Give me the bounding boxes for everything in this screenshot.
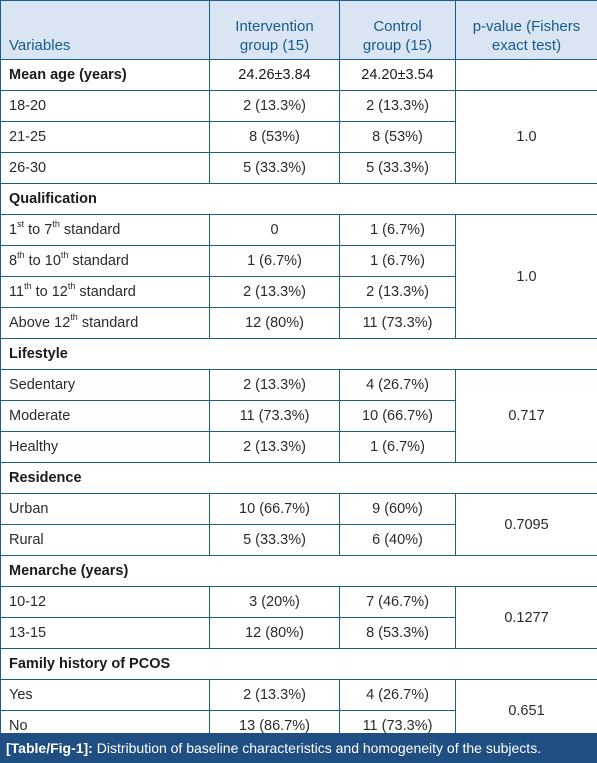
table-cell: 5 (33.3%)	[209, 524, 340, 556]
section-title: Mean age (years)	[0, 59, 210, 91]
table-cell: 7 (46.7%)	[339, 586, 456, 618]
section-title: Menarche (years)	[0, 555, 597, 587]
empty-cell	[455, 59, 597, 91]
table-cell: 1 (6.7%)	[209, 245, 340, 277]
row-label: 26-30	[0, 152, 210, 184]
table-cell: 2 (13.3%)	[209, 679, 340, 711]
table-cell: 3 (20%)	[209, 586, 340, 618]
header-variables: Variables	[0, 0, 210, 60]
table-cell: 12 (80%)	[209, 617, 340, 649]
table-cell: 0	[209, 214, 340, 246]
section-row: Mean age (years) 24.26±3.84 24.20±3.54	[0, 59, 597, 91]
table-cell: 2 (13.3%)	[339, 276, 456, 308]
section-title: Residence	[0, 462, 597, 494]
p-value-cell: 1.0	[455, 214, 597, 339]
row-label: Yes	[0, 679, 210, 711]
table-row: Yes 2 (13.3%) 4 (26.7%) 0.651	[0, 679, 597, 742]
table-cell: 2 (13.3%)	[209, 90, 340, 122]
table-cell: 11 (73.3%)	[339, 307, 456, 339]
row-label: Urban	[0, 493, 210, 525]
table-cell: 1 (6.7%)	[339, 431, 456, 463]
table-cell: 10 (66.7%)	[209, 493, 340, 525]
table-cell: 11 (73.3%)	[209, 400, 340, 432]
table-cell: 4 (26.7%)	[339, 369, 456, 401]
table-row: 10-12 3 (20%) 7 (46.7%) 0.1277	[0, 586, 597, 649]
table-cell: 5 (33.3%)	[339, 152, 456, 184]
p-value-cell: 0.717	[455, 369, 597, 463]
table-row: Moderate 11 (73.3%) 10 (66.7%)	[0, 400, 597, 432]
table-row: Urban 10 (66.7%) 9 (60%) 0.7095	[0, 493, 597, 556]
row-label: Healthy	[0, 431, 210, 463]
table-cell: 8 (53.3%)	[339, 617, 456, 649]
table-row: Rural 5 (33.3%) 6 (40%)	[0, 524, 597, 556]
table-cell: 1 (6.7%)	[339, 245, 456, 277]
table-row: 26-30 5 (33.3%) 5 (33.3%)	[0, 152, 597, 184]
p-value-cell: 1.0	[455, 90, 597, 184]
header-intervention: Intervention group (15)	[209, 0, 340, 60]
table-cell: 8 (53%)	[209, 121, 340, 153]
table-row: Sedentary 2 (13.3%) 4 (26.7%) 0.717	[0, 369, 597, 463]
table-row: 11th to 12th standard 2 (13.3%) 2 (13.3%…	[0, 276, 597, 308]
table-row: 1st to 7th standard 0 1 (6.7%) 1.0	[0, 214, 597, 339]
row-label: Moderate	[0, 400, 210, 432]
caption-text: Distribution of baseline characteristics…	[92, 740, 542, 756]
table-caption: [Table/Fig-1]: Distribution of baseline …	[0, 733, 597, 763]
section-row: Qualification	[0, 183, 597, 215]
table-cell: 2 (13.3%)	[209, 431, 340, 463]
table-row: Above 12th standard 12 (80%) 11 (73.3%)	[0, 307, 597, 339]
header-row: Variables Intervention group (15) Control…	[0, 0, 597, 60]
table-cell: 5 (33.3%)	[209, 152, 340, 184]
row-label: 21-25	[0, 121, 210, 153]
table-row: 8th to 10th standard 1 (6.7%) 1 (6.7%)	[0, 245, 597, 277]
table-cell: 1 (6.7%)	[339, 214, 456, 246]
p-value-cell: 0.651	[455, 679, 597, 742]
section-title: Qualification	[0, 183, 597, 215]
section-row: Menarche (years)	[0, 555, 597, 587]
table-cell: 24.20±3.54	[339, 59, 456, 91]
row-label: 18-20	[0, 90, 210, 122]
row-label: Above 12th standard	[0, 307, 210, 339]
table-cell: 12 (80%)	[209, 307, 340, 339]
table-cell: 9 (60%)	[339, 493, 456, 525]
table-cell: 6 (40%)	[339, 524, 456, 556]
table-row: 21-25 8 (53%) 8 (53%)	[0, 121, 597, 153]
section-row: Residence	[0, 462, 597, 494]
table-cell: 2 (13.3%)	[209, 369, 340, 401]
table-row: Healthy 2 (13.3%) 1 (6.7%)	[0, 431, 597, 463]
section-row: Family history of PCOS	[0, 648, 597, 680]
row-label: 13-15	[0, 617, 210, 649]
row-label: Rural	[0, 524, 210, 556]
section-title: Family history of PCOS	[0, 648, 597, 680]
row-label: 11th to 12th standard	[0, 276, 210, 308]
section-title: Lifestyle	[0, 338, 597, 370]
table-row: 13-15 12 (80%) 8 (53.3%)	[0, 617, 597, 649]
table-row: 18-20 2 (13.3%) 2 (13.3%) 1.0	[0, 90, 597, 184]
row-label: 10-12	[0, 586, 210, 618]
caption-tag: [Table/Fig-1]:	[6, 740, 93, 756]
table-cell: 24.26±3.84	[209, 59, 340, 91]
table-cell: 4 (26.7%)	[339, 679, 456, 711]
p-value-cell: 0.7095	[455, 493, 597, 556]
p-value-cell: 0.1277	[455, 586, 597, 649]
section-row: Lifestyle	[0, 338, 597, 370]
row-label: Sedentary	[0, 369, 210, 401]
row-label: 1st to 7th standard	[0, 214, 210, 246]
row-label: 8th to 10th standard	[0, 245, 210, 277]
baseline-table: Variables Intervention group (15) Control…	[0, 0, 597, 742]
header-control: Control group (15)	[339, 0, 456, 60]
header-pvalue: p-value (Fishers exact test)	[455, 0, 597, 60]
table-cell: 10 (66.7%)	[339, 400, 456, 432]
table-cell: 8 (53%)	[339, 121, 456, 153]
table-cell: 2 (13.3%)	[209, 276, 340, 308]
table-cell: 2 (13.3%)	[339, 90, 456, 122]
